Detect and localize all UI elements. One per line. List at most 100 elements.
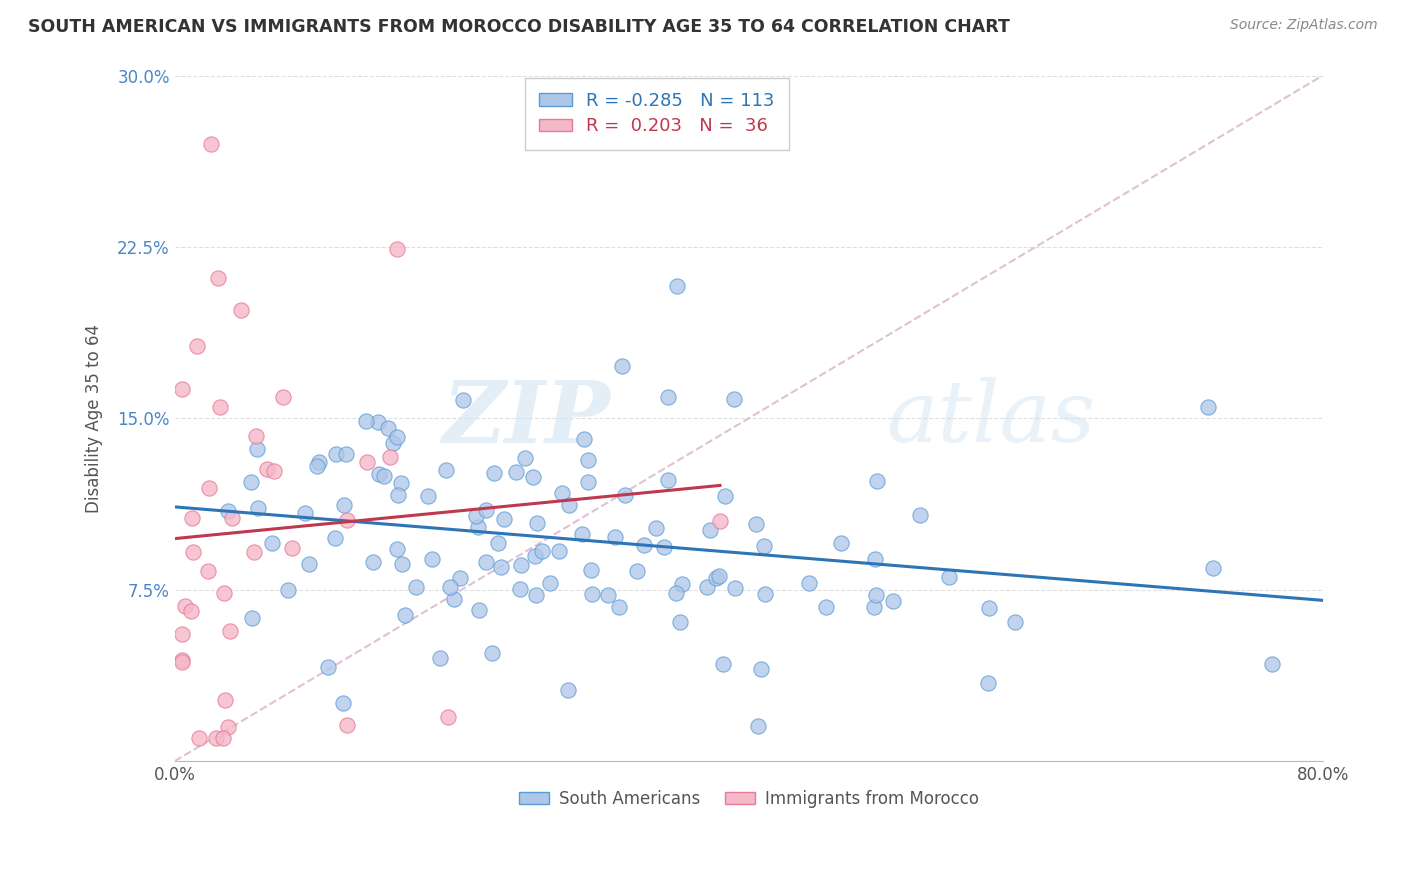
Point bbox=[538, 576, 561, 591]
Point bbox=[197, 564, 219, 578]
Point bbox=[212, 731, 235, 746]
Point bbox=[200, 137, 222, 152]
Point bbox=[468, 603, 491, 617]
Point bbox=[449, 571, 471, 585]
Point bbox=[865, 551, 887, 566]
Point bbox=[548, 544, 571, 558]
Point bbox=[439, 580, 461, 594]
Point bbox=[387, 430, 409, 444]
Point bbox=[799, 575, 821, 590]
Point bbox=[429, 650, 451, 665]
Point bbox=[451, 392, 474, 407]
Point bbox=[557, 683, 579, 698]
Point bbox=[221, 511, 243, 525]
Point bbox=[865, 588, 887, 602]
Point bbox=[581, 586, 603, 600]
Point bbox=[243, 545, 266, 559]
Point bbox=[526, 516, 548, 531]
Point bbox=[610, 359, 633, 373]
Point bbox=[576, 453, 599, 467]
Point bbox=[188, 731, 211, 746]
Point bbox=[373, 469, 395, 483]
Point bbox=[474, 556, 496, 570]
Point bbox=[332, 498, 354, 512]
Text: atlas: atlas bbox=[886, 377, 1095, 459]
Point bbox=[866, 474, 889, 488]
Point bbox=[382, 436, 405, 450]
Point bbox=[704, 571, 727, 585]
Point bbox=[709, 514, 731, 528]
Point bbox=[174, 599, 197, 613]
Point bbox=[356, 455, 378, 469]
Point bbox=[510, 558, 533, 572]
Point bbox=[420, 552, 443, 566]
Point bbox=[699, 524, 721, 538]
Point bbox=[378, 450, 401, 464]
Point bbox=[323, 531, 346, 545]
Point bbox=[280, 541, 302, 555]
Point bbox=[217, 720, 239, 734]
Point bbox=[377, 421, 399, 435]
Point bbox=[170, 655, 193, 669]
Point bbox=[298, 557, 321, 571]
Point bbox=[1004, 615, 1026, 630]
Point bbox=[217, 504, 239, 518]
Point bbox=[467, 520, 489, 534]
Point bbox=[665, 278, 688, 293]
Point bbox=[814, 600, 837, 615]
Point bbox=[571, 527, 593, 541]
Point bbox=[170, 626, 193, 640]
Point bbox=[607, 599, 630, 614]
Point bbox=[207, 271, 229, 285]
Point bbox=[307, 459, 329, 474]
Point bbox=[385, 242, 408, 256]
Point bbox=[745, 516, 768, 531]
Point bbox=[830, 536, 852, 550]
Point bbox=[332, 696, 354, 710]
Point bbox=[180, 604, 202, 618]
Point bbox=[437, 710, 460, 724]
Point bbox=[336, 718, 359, 732]
Point bbox=[522, 469, 544, 483]
Point bbox=[977, 601, 1000, 615]
Point bbox=[657, 473, 679, 487]
Point bbox=[576, 475, 599, 490]
Point bbox=[308, 455, 330, 469]
Point bbox=[368, 467, 391, 481]
Point bbox=[696, 580, 718, 594]
Point bbox=[596, 588, 619, 602]
Point bbox=[524, 588, 547, 602]
Point bbox=[671, 577, 693, 591]
Point bbox=[335, 447, 357, 461]
Point bbox=[277, 582, 299, 597]
Point bbox=[558, 498, 581, 512]
Point bbox=[515, 450, 537, 465]
Point bbox=[240, 475, 263, 490]
Point bbox=[882, 594, 904, 608]
Text: ZIP: ZIP bbox=[443, 376, 610, 460]
Y-axis label: Disability Age 35 to 64: Disability Age 35 to 64 bbox=[86, 324, 103, 513]
Point bbox=[318, 659, 340, 673]
Point bbox=[361, 555, 384, 569]
Point bbox=[260, 536, 283, 550]
Point bbox=[387, 487, 409, 501]
Point bbox=[170, 653, 193, 667]
Point bbox=[938, 570, 960, 584]
Point bbox=[443, 592, 465, 607]
Point bbox=[464, 509, 486, 524]
Point bbox=[246, 442, 269, 456]
Point bbox=[240, 611, 263, 625]
Point bbox=[711, 657, 734, 671]
Point bbox=[605, 530, 627, 544]
Point bbox=[749, 662, 772, 676]
Point bbox=[416, 489, 439, 503]
Point bbox=[475, 503, 498, 517]
Point bbox=[229, 303, 252, 318]
Point bbox=[579, 563, 602, 577]
Point bbox=[714, 490, 737, 504]
Point bbox=[665, 586, 688, 600]
Legend: South Americans, Immigrants from Morocco: South Americans, Immigrants from Morocco bbox=[512, 783, 986, 814]
Point bbox=[488, 536, 510, 550]
Point bbox=[482, 467, 505, 481]
Point bbox=[214, 585, 236, 599]
